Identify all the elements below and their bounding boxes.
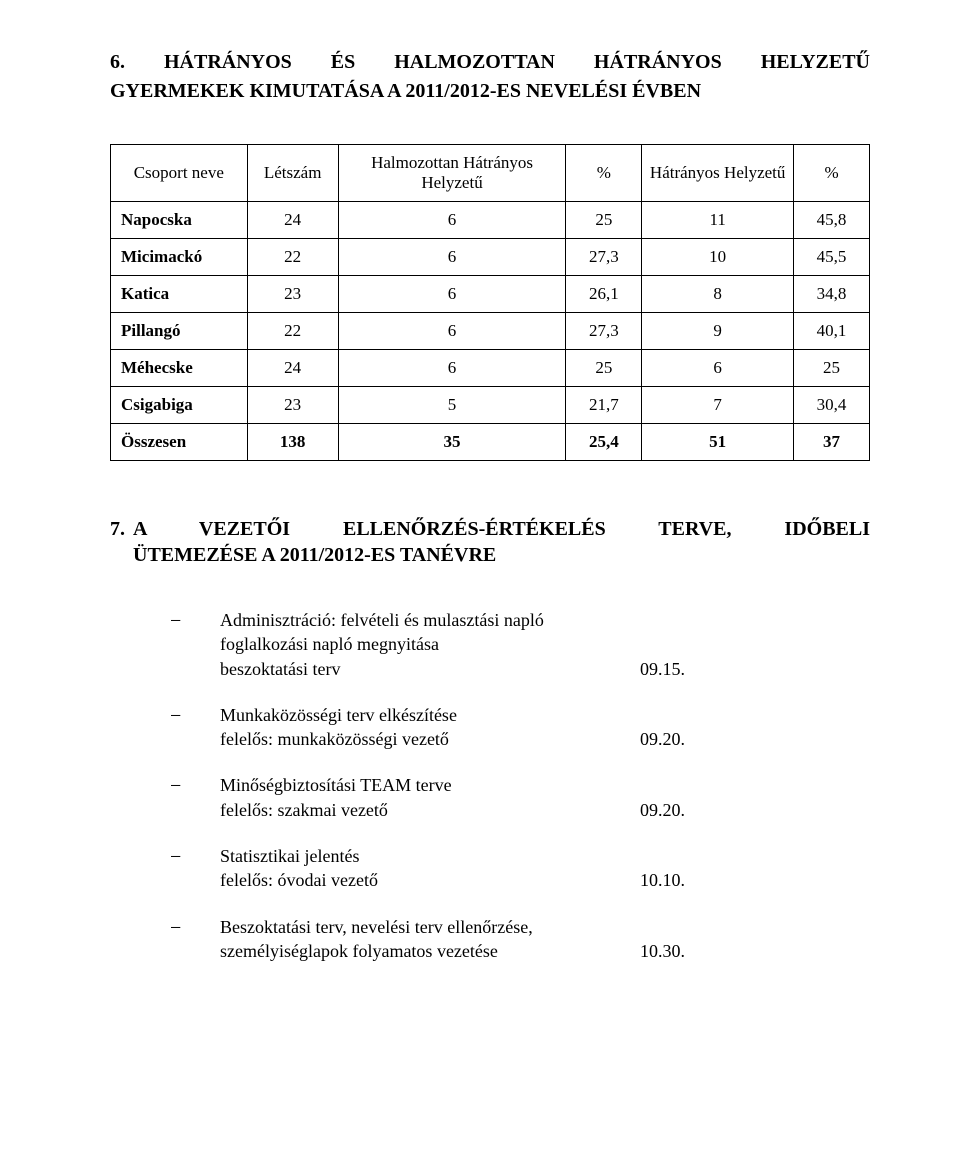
cell: 40,1 [794, 313, 870, 350]
cell: 6 [338, 239, 566, 276]
cell-group: Pillangó [111, 313, 248, 350]
cell: 27,3 [566, 239, 642, 276]
item-line: Beszoktatási terv, nevelési terv ellenőr… [220, 915, 870, 939]
cell: 25 [566, 350, 642, 387]
section-7-title-l2: ÜTEMEZÉSE A 2011/2012-ES TANÉVRE [133, 542, 870, 568]
cell: 7 [642, 387, 794, 424]
table-row: Micimackó 22 6 27,3 10 45,5 [111, 239, 870, 276]
cell-group: Napocska [111, 202, 248, 239]
list-item: Adminisztráció: felvételi és mulasztási … [170, 608, 870, 681]
cell: 30,4 [794, 387, 870, 424]
cell-group: Méhecske [111, 350, 248, 387]
schedule-list: Adminisztráció: felvételi és mulasztási … [170, 608, 870, 963]
cell: 26,1 [566, 276, 642, 313]
cell: 6 [338, 202, 566, 239]
th-hh: Halmozottan Hátrányos Helyzetű [338, 145, 566, 202]
section-7-num: 7. [110, 516, 125, 568]
cell-group: Csigabiga [111, 387, 248, 424]
section-6-num: 6. [110, 51, 125, 73]
cell-total: 37 [794, 424, 870, 461]
table-row: Méhecske 24 6 25 6 25 [111, 350, 870, 387]
table-row: Pillangó 22 6 27,3 9 40,1 [111, 313, 870, 350]
table-body: Napocska 24 6 25 11 45,8 Micimackó 22 6 … [111, 202, 870, 461]
item-line: Statisztikai jelentés [220, 844, 870, 868]
section-7-title-l1: A VEZETŐI ELLENŐRZÉS-ÉRTÉKELÉS TERVE, ID… [133, 516, 870, 542]
cell: 6 [642, 350, 794, 387]
section-7-heading: 7. A VEZETŐI ELLENŐRZÉS-ÉRTÉKELÉS TERVE,… [110, 516, 870, 568]
cell: 22 [247, 313, 338, 350]
list-item: Minőségbiztosítási TEAM terve felelős: s… [170, 773, 870, 822]
cell: 27,3 [566, 313, 642, 350]
cell: 11 [642, 202, 794, 239]
table-row: Csigabiga 23 5 21,7 7 30,4 [111, 387, 870, 424]
item-label: felelős: munkaközösségi vezető [220, 727, 640, 751]
item-date: 10.10. [640, 868, 720, 892]
cell-total-label: Összesen [111, 424, 248, 461]
cell: 24 [247, 202, 338, 239]
section-6-heading-line1: 6. HÁTRÁNYOS ÉS HALMOZOTTAN HÁTRÁNYOS HE… [110, 50, 870, 75]
cell-total: 51 [642, 424, 794, 461]
cell: 21,7 [566, 387, 642, 424]
item-label: beszoktatási terv [220, 657, 640, 681]
cell: 9 [642, 313, 794, 350]
cell: 10 [642, 239, 794, 276]
th-h-pct: % [794, 145, 870, 202]
table-total-row: Összesen 138 35 25,4 51 37 [111, 424, 870, 461]
section-6-heading-line2: GYERMEKEK KIMUTATÁSA A 2011/2012-ES NEVE… [110, 79, 870, 104]
list-item: Statisztikai jelentés felelős: óvodai ve… [170, 844, 870, 893]
cell: 23 [247, 276, 338, 313]
cell: 5 [338, 387, 566, 424]
cell-total: 138 [247, 424, 338, 461]
item-date: 09.20. [640, 798, 720, 822]
cell: 45,8 [794, 202, 870, 239]
item-line: Adminisztráció: felvételi és mulasztási … [220, 608, 870, 632]
cell: 45,5 [794, 239, 870, 276]
list-item: Beszoktatási terv, nevelési terv ellenőr… [170, 915, 870, 964]
cell: 34,8 [794, 276, 870, 313]
th-count: Létszám [247, 145, 338, 202]
cell: 6 [338, 313, 566, 350]
cell: 25 [566, 202, 642, 239]
th-group: Csoport neve [111, 145, 248, 202]
cell-total: 25,4 [566, 424, 642, 461]
item-label: személyiséglapok folyamatos vezetése [220, 939, 640, 963]
cell: 24 [247, 350, 338, 387]
section-6-title-l1: HÁTRÁNYOS ÉS HALMOZOTTAN HÁTRÁNYOS HELYZ… [164, 51, 870, 73]
cell-group: Katica [111, 276, 248, 313]
cell-total: 35 [338, 424, 566, 461]
th-h: Hátrányos Helyzetű [642, 145, 794, 202]
item-line: Minőségbiztosítási TEAM terve [220, 773, 870, 797]
list-item: Munkaközösségi terv elkészítése felelős:… [170, 703, 870, 752]
cell: 6 [338, 350, 566, 387]
cell: 23 [247, 387, 338, 424]
item-label: felelős: szakmai vezető [220, 798, 640, 822]
item-date: 09.20. [640, 727, 720, 751]
table-row: Napocska 24 6 25 11 45,8 [111, 202, 870, 239]
groups-table: Csoport neve Létszám Halmozottan Hátrány… [110, 144, 870, 461]
item-date: 09.15. [640, 657, 720, 681]
table-row: Katica 23 6 26,1 8 34,8 [111, 276, 870, 313]
cell: 25 [794, 350, 870, 387]
th-hh-pct: % [566, 145, 642, 202]
cell: 8 [642, 276, 794, 313]
item-label: felelős: óvodai vezető [220, 868, 640, 892]
item-date: 10.30. [640, 939, 720, 963]
item-line: foglalkozási napló megnyitása [220, 632, 870, 656]
item-line: Munkaközösségi terv elkészítése [220, 703, 870, 727]
cell-group: Micimackó [111, 239, 248, 276]
table-header-row: Csoport neve Létszám Halmozottan Hátrány… [111, 145, 870, 202]
cell: 22 [247, 239, 338, 276]
cell: 6 [338, 276, 566, 313]
